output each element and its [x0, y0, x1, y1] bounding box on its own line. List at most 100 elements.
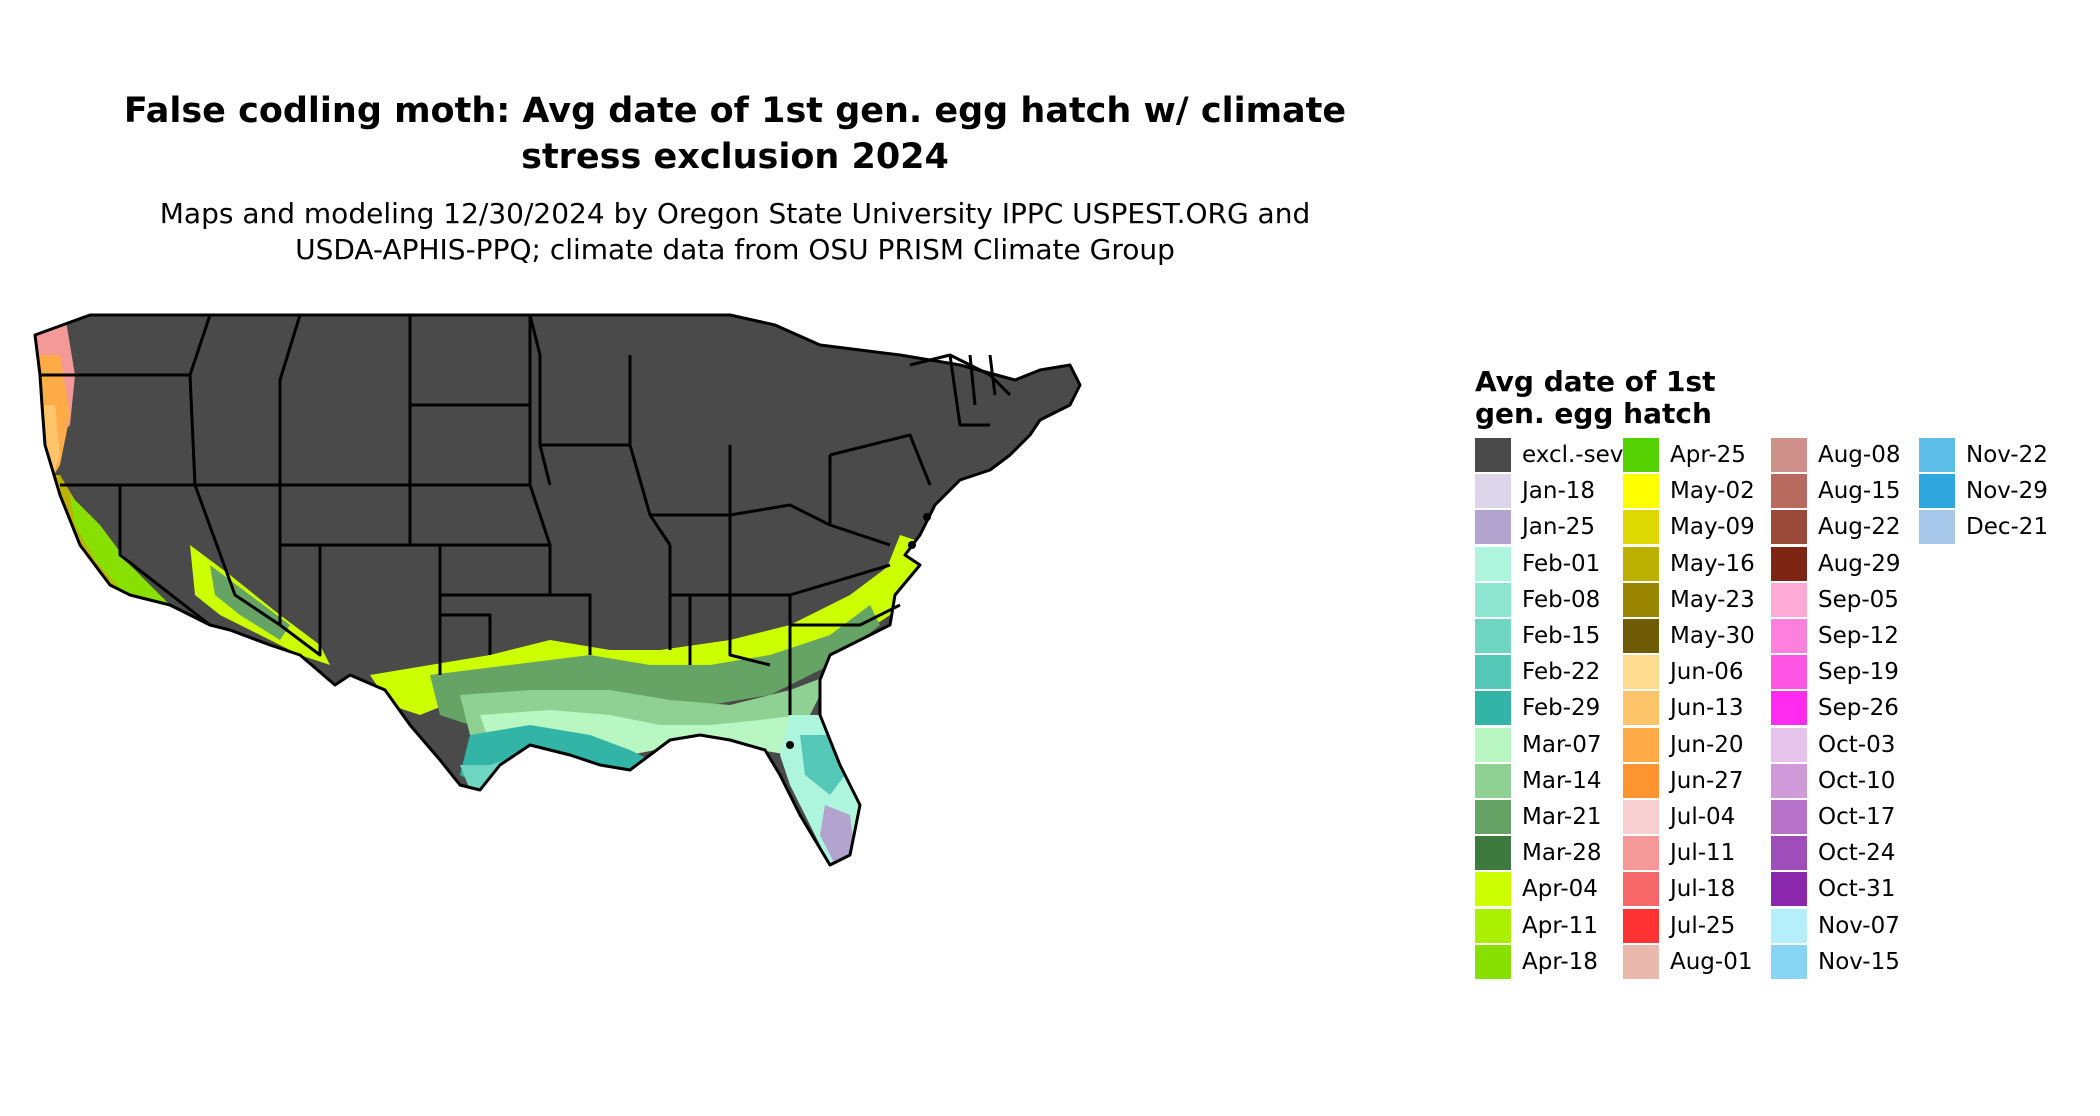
- map-title-line-2: stress exclusion 2024: [521, 137, 949, 177]
- legend-label: Feb-01: [1522, 550, 1601, 577]
- legend-swatch: [1771, 944, 1807, 979]
- legend-swatch: [1623, 691, 1659, 726]
- region-texas-feb29: [460, 725, 650, 785]
- legend-label: Jul-04: [1670, 804, 1736, 830]
- legend-label: Jul-25: [1670, 912, 1736, 939]
- legend-label: Nov-29: [1966, 478, 2048, 505]
- legend-label: Oct-31: [1818, 876, 1896, 903]
- legend-swatch: [1771, 908, 1807, 943]
- region-florida-jan25: [820, 805, 855, 865]
- map-subtitle-line-2: USDA-APHIS-PPQ; climate data from OSU PR…: [295, 233, 1175, 266]
- legend-label: Oct-03: [1818, 731, 1896, 758]
- legend-swatch: [1771, 727, 1807, 762]
- legend-label: Oct-17: [1818, 804, 1896, 830]
- legend-swatch: [1771, 655, 1807, 690]
- legend-label: Sep-19: [1818, 659, 1899, 686]
- legend-label: Apr-11: [1522, 912, 1598, 939]
- legend-label: Jun-20: [1670, 731, 1744, 758]
- coast-marker: [786, 741, 794, 749]
- legend-label: Dec-21: [1966, 514, 2049, 541]
- legend-swatch: [1623, 655, 1659, 690]
- legend-label: Sep-26: [1818, 695, 1899, 722]
- legend-swatch: [1623, 474, 1659, 509]
- legend-swatch: [1919, 474, 1955, 509]
- legend-swatch: [1771, 474, 1807, 509]
- coast-marker: [908, 541, 916, 549]
- legend-title-line-2: gen. egg hatch: [1475, 397, 1712, 430]
- legend-label: Jan-18: [1522, 478, 1596, 505]
- legend-label: excl.-sev.: [1522, 442, 1629, 468]
- legend-swatch: [1623, 944, 1659, 979]
- map-subtitle: Maps and modeling 12/30/2024 by Oregon S…: [40, 196, 1430, 268]
- legend-label: Aug-01: [1670, 948, 1753, 975]
- legend-swatch: [1623, 510, 1659, 545]
- map-title-line-1: False codling moth: Avg date of 1st gen.…: [123, 91, 1347, 131]
- legend-title: Avg date of 1st gen. egg hatch: [1475, 366, 1715, 430]
- us-map: [33, 313, 1082, 867]
- legend-label: Oct-10: [1818, 767, 1896, 794]
- map-title: False codling moth: Avg date of 1st gen.…: [40, 88, 1430, 180]
- legend-swatch: [1623, 727, 1659, 762]
- legend-swatch: [1919, 438, 1955, 472]
- legend-swatch: [1771, 619, 1807, 653]
- legend-swatch: [1475, 763, 1511, 798]
- legend-swatch: [1475, 655, 1511, 690]
- legend-label: Sep-05: [1818, 586, 1899, 613]
- region-california-green: [70, 495, 190, 625]
- legend-label: Jan-25: [1522, 514, 1596, 541]
- legend-swatch: [1623, 582, 1659, 617]
- legend-swatch: [1623, 546, 1659, 581]
- legend-label: Apr-18: [1522, 948, 1598, 975]
- legend-swatch: [1475, 691, 1511, 726]
- legend-label: Aug-29: [1818, 550, 1901, 577]
- legend-swatch: [1771, 763, 1807, 798]
- legend-title-line-1: Avg date of 1st: [1475, 365, 1716, 398]
- legend-label: Feb-15: [1522, 623, 1601, 649]
- legend-swatch: [1919, 510, 1955, 545]
- legend-swatch: [1771, 510, 1807, 545]
- legend-swatch: [1475, 944, 1511, 979]
- legend-swatch: [1475, 836, 1511, 871]
- legend-swatch: [1475, 727, 1511, 762]
- legend-swatch: [1623, 872, 1659, 907]
- legend-swatch: [1623, 836, 1659, 871]
- legend-swatch: [1623, 800, 1659, 834]
- legend-label: May-09: [1670, 514, 1755, 541]
- legend-label: Mar-28: [1522, 840, 1602, 867]
- legend-label: May-02: [1670, 478, 1755, 505]
- legend-swatch: [1475, 438, 1511, 472]
- legend-swatch: [1771, 546, 1807, 581]
- legend-swatch: [1475, 474, 1511, 509]
- legend-label: Aug-22: [1818, 514, 1901, 541]
- legend-label: Jul-18: [1670, 876, 1736, 903]
- legend-swatch: [1771, 582, 1807, 617]
- legend-swatch: [1475, 582, 1511, 617]
- legend-label: May-30: [1670, 623, 1755, 649]
- legend-label: Feb-08: [1522, 586, 1601, 613]
- legend-label: Mar-07: [1522, 731, 1602, 758]
- legend-label: Jul-11: [1670, 840, 1736, 867]
- legend-label: Sep-12: [1818, 623, 1899, 649]
- legend-label: Jun-13: [1670, 695, 1744, 722]
- legend-swatch: [1475, 872, 1511, 907]
- legend-label: May-23: [1670, 586, 1755, 613]
- legend-swatch: [1771, 800, 1807, 834]
- legend-label: Apr-25: [1670, 442, 1746, 468]
- legend-label: Mar-14: [1522, 767, 1602, 794]
- legend-swatch: [1475, 619, 1511, 653]
- legend-label: Aug-08: [1818, 442, 1901, 468]
- legend-swatch: [1623, 619, 1659, 653]
- legend-label: Nov-07: [1818, 912, 1900, 939]
- legend-label: Apr-04: [1522, 876, 1598, 903]
- legend-swatch: [1771, 438, 1807, 472]
- legend-label: Nov-22: [1966, 442, 2048, 468]
- legend-swatch: [1623, 763, 1659, 798]
- map-subtitle-line-1: Maps and modeling 12/30/2024 by Oregon S…: [159, 197, 1311, 230]
- state-borders: [33, 313, 1082, 867]
- legend-label: Nov-15: [1818, 948, 1900, 975]
- legend-label: Oct-24: [1818, 840, 1896, 867]
- legend-swatch: [1475, 546, 1511, 581]
- legend-label: Feb-29: [1522, 695, 1601, 722]
- legend-label: May-16: [1670, 550, 1755, 577]
- legend-label: Mar-21: [1522, 804, 1602, 830]
